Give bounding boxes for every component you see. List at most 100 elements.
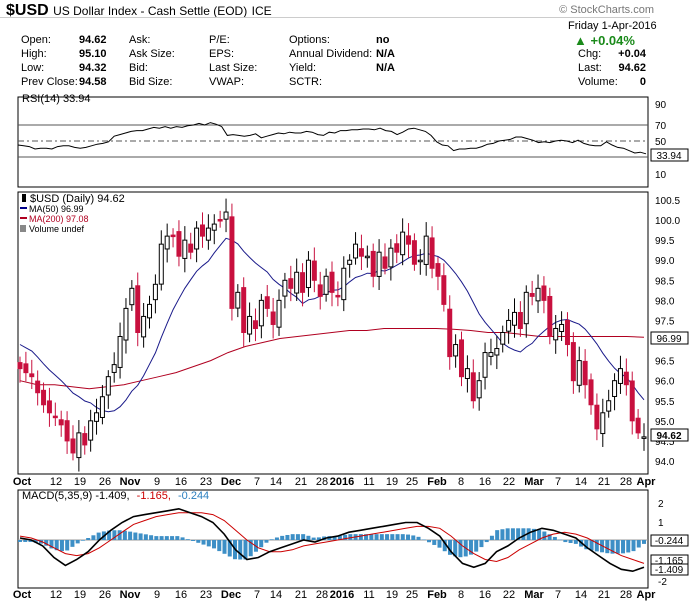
macd-hist-bar — [18, 540, 22, 542]
x-axis-label: Oct — [13, 589, 32, 601]
macd-hist-bar — [364, 534, 369, 540]
macd-hist-bar — [44, 540, 49, 546]
candle-body — [123, 307, 129, 341]
macd-hist-bar — [201, 540, 206, 545]
price-tick-label: 98.0 — [655, 296, 675, 307]
x-axis-label: 2016 — [330, 589, 354, 601]
macd-hist-bar — [149, 535, 154, 540]
macd-panel — [17, 489, 649, 589]
candle-body — [623, 371, 629, 386]
candle-body — [470, 372, 476, 402]
x-axis-label: 23 — [200, 476, 212, 488]
macd-hist-bar — [290, 534, 295, 540]
macd-hist-bar — [133, 532, 138, 540]
candle-body — [241, 287, 247, 333]
macd-legend-hist: -0.244 — [178, 490, 209, 502]
macd-hist-bar — [510, 528, 515, 540]
quote-label: Chg: — [578, 48, 602, 60]
candle-body — [329, 271, 335, 293]
x-axis-label: 11 — [363, 476, 374, 488]
price-tick-label: 99.0 — [655, 256, 675, 267]
macd-hist-bar — [385, 534, 390, 540]
macd-hist-bar — [65, 540, 70, 551]
macd-hist-bar — [589, 540, 594, 551]
candle-body — [152, 283, 158, 301]
header-cell: N/A — [376, 62, 395, 74]
rsi-tick-label: 10 — [655, 170, 667, 181]
price-legend: $USD (Daily) 94.62 MA(50) 96.99 MA(200) … — [20, 193, 125, 234]
x-axis-label: Apr — [637, 589, 657, 601]
candle-body — [423, 235, 429, 265]
candle-body — [600, 412, 606, 435]
macd-hist-bar — [379, 534, 384, 540]
header-cell: Prev Close: — [21, 76, 78, 88]
candle-body — [176, 231, 182, 257]
macd-line — [19, 507, 645, 573]
candle-body — [135, 285, 141, 333]
macd-hist-bar — [285, 534, 290, 540]
x-axis-label: 16 — [479, 589, 491, 601]
macd-hist-bar — [400, 534, 405, 540]
quote-date: Friday 1-Apr-2016 — [568, 20, 657, 32]
price-tick-label: 100.5 — [655, 196, 680, 207]
macd-hist-bar — [154, 536, 159, 540]
candle-body — [541, 285, 547, 301]
quote-label: Last: — [578, 62, 602, 74]
macd-tick-label: -2 — [658, 577, 667, 588]
candle-body — [511, 311, 517, 326]
header-cell: 94.58 — [79, 76, 107, 88]
candle-body — [441, 275, 447, 305]
x-axis-label: 25 — [406, 589, 418, 601]
x-axis-label: Mar — [524, 589, 544, 601]
macd-hist-bar — [33, 540, 38, 543]
macd-hist-bar — [185, 539, 190, 540]
macd-hist-bar — [642, 540, 646, 544]
macd-hist-bar — [584, 540, 589, 550]
x-axis-label: 16 — [175, 476, 187, 488]
candle-body — [235, 291, 241, 309]
price-last-box — [650, 428, 689, 442]
macd-hist-bar — [594, 540, 599, 552]
x-axis-label: 26 — [99, 476, 111, 488]
macd-legend-signal: -1.165, — [137, 490, 171, 502]
candle-body — [376, 251, 382, 277]
macd-hist-bar — [636, 540, 641, 548]
macd-hist-bar — [212, 540, 217, 549]
candle-body — [294, 271, 300, 294]
header-cell: N/A — [376, 48, 395, 60]
x-axis-label: Nov — [120, 589, 142, 601]
candle-body — [270, 311, 276, 325]
change-pct-value: +0.04% — [590, 33, 635, 48]
rsi-last-box — [650, 148, 689, 162]
header-cell: no — [376, 34, 390, 46]
macd-hist-bar — [495, 530, 500, 540]
x-axis-label: 21 — [598, 589, 610, 601]
change-pct: ▲ +0.04% — [574, 33, 635, 48]
header-cell: Yield: — [289, 62, 317, 74]
macd-hist-bar — [238, 540, 243, 560]
macd-hist-bar — [191, 540, 196, 541]
macd-value-label: -0.244 — [655, 536, 684, 547]
price-tick-label: 98.5 — [655, 276, 675, 287]
candle-body — [570, 342, 576, 382]
macd-hist-bar — [416, 536, 421, 540]
ma50-legend-label: MA(50) 96.99 — [29, 204, 84, 214]
candle-body — [52, 415, 58, 419]
candle-body — [41, 389, 47, 406]
candle-body — [394, 243, 400, 253]
macd-hist-bar — [521, 528, 526, 540]
x-axis-label: 16 — [175, 589, 187, 601]
macd-hist-bar — [427, 540, 432, 543]
price-tick-label: 95.0 — [655, 417, 675, 428]
candle-body — [617, 368, 623, 384]
candle-body — [188, 243, 194, 253]
x-axis-label: Apr — [637, 476, 657, 488]
macd-value-box — [650, 563, 689, 576]
x-axis-label: 19 — [386, 476, 398, 488]
macd-hist-bar — [374, 534, 379, 540]
x-axis-label: 28 — [620, 589, 632, 601]
price-panel — [17, 191, 649, 475]
candle-body — [247, 315, 253, 335]
candle-body — [459, 339, 465, 378]
macd-hist-bar — [558, 539, 563, 541]
